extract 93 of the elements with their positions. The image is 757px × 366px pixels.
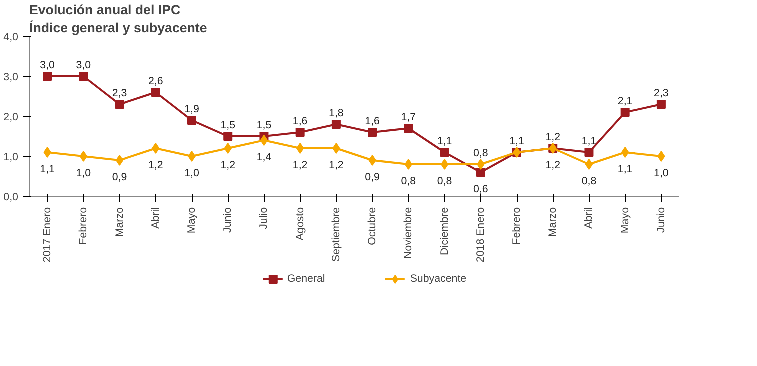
data-label: 3,0	[76, 60, 92, 72]
point	[115, 100, 124, 109]
data-label: 1,2	[148, 160, 164, 172]
data-label: 1,8	[329, 108, 344, 120]
x-tick-label: Noviembre	[402, 207, 415, 260]
point	[260, 135, 268, 146]
data-label: 1,2	[220, 160, 236, 172]
point	[296, 143, 304, 154]
x-tick-label: Marzo	[114, 207, 126, 238]
legend-label: Subyacente	[410, 273, 467, 285]
x-tick-label: Abril	[583, 207, 596, 229]
data-label: 1,4	[256, 152, 272, 164]
x-tick-label: Junio	[655, 207, 668, 233]
point	[152, 143, 160, 154]
point	[368, 155, 376, 166]
point	[620, 108, 630, 117]
data-label: 1,0	[184, 168, 200, 180]
data-label: 1,6	[365, 116, 380, 128]
data-label: 2,6	[148, 76, 164, 88]
x-tick-label: Junio	[222, 207, 234, 233]
point	[622, 147, 630, 158]
data-label: 1,0	[76, 168, 92, 180]
data-label: 0,8	[401, 176, 416, 188]
data-label: 0,8	[437, 176, 452, 188]
point	[332, 120, 341, 129]
y-tick-label: 3,0	[4, 72, 19, 84]
chart-title: Evolución anual del IPC	[30, 2, 181, 18]
data-label: 1,7	[401, 112, 416, 124]
point	[656, 100, 666, 109]
data-label: 0,9	[365, 172, 380, 184]
point	[188, 151, 196, 162]
data-label: 2,3	[654, 88, 669, 100]
point	[188, 116, 196, 125]
data-label: 1,2	[546, 132, 561, 144]
data-label: 0,8	[582, 176, 597, 188]
x-tick-label: Julio	[258, 207, 270, 230]
point	[658, 151, 666, 162]
data-label: 1,2	[292, 160, 308, 172]
data-label: 1,6	[292, 116, 308, 128]
y-tick-label: 1,0	[4, 152, 19, 164]
point	[476, 168, 486, 177]
point	[296, 128, 305, 137]
chart-subtitle: Índice general y subyacente	[30, 20, 208, 36]
x-tick-label: 2017 Enero	[42, 207, 54, 263]
x-tick-label: Mayo	[186, 207, 198, 234]
point	[585, 159, 594, 170]
y-tick-label: 2,0	[4, 112, 19, 124]
data-label: 1,2	[546, 160, 561, 172]
data-label: 1,9	[184, 104, 200, 116]
x-tick-label: Agosto	[294, 207, 306, 241]
point	[80, 151, 88, 162]
data-label: 1,1	[40, 164, 56, 176]
data-label: 0,9	[112, 172, 128, 184]
point	[477, 159, 485, 170]
x-tick-label: Febrero	[78, 207, 90, 245]
point	[440, 148, 450, 157]
x-tick-label: Diciembre	[438, 207, 451, 256]
point	[404, 159, 412, 170]
data-label: 0,8	[473, 148, 488, 160]
point	[116, 155, 124, 166]
data-label: 1,5	[220, 120, 236, 132]
data-label: 1,0	[654, 168, 669, 180]
x-tick-label: Febrero	[511, 207, 523, 245]
point	[368, 128, 378, 137]
data-label: 1,1	[618, 164, 633, 176]
data-label: 1,2	[329, 160, 344, 172]
legend-label: General	[287, 273, 326, 285]
point	[43, 72, 52, 81]
y-tick-label: 0,0	[4, 192, 19, 204]
data-label: 2,3	[112, 88, 128, 100]
point	[151, 88, 160, 97]
point	[224, 132, 233, 141]
data-label: 3,0	[40, 60, 56, 72]
point	[332, 143, 340, 154]
data-label: 1,1	[437, 136, 452, 148]
y-tick-label: 4,0	[4, 32, 19, 44]
data-label: 1,1	[510, 136, 524, 148]
x-tick-label: Abril	[150, 207, 162, 229]
point	[404, 124, 414, 133]
x-tick-label: Marzo	[547, 207, 560, 238]
point	[584, 148, 594, 157]
data-label: 2,1	[618, 96, 633, 108]
point	[224, 143, 232, 154]
x-tick-label: Mayo	[619, 207, 632, 234]
data-label: 1,1	[582, 136, 597, 148]
x-tick-label: Septiembre	[330, 207, 342, 262]
data-label: 0,6	[473, 184, 488, 196]
point	[440, 159, 449, 170]
x-tick-label: 2018 Enero	[474, 207, 487, 263]
point	[79, 72, 88, 81]
x-tick-label: Octubre	[366, 207, 379, 246]
data-label: 1,5	[256, 120, 272, 132]
point	[44, 147, 52, 158]
